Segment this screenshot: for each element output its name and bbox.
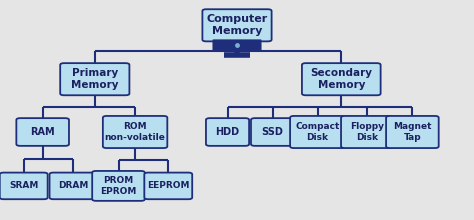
FancyBboxPatch shape bbox=[144, 172, 192, 199]
FancyBboxPatch shape bbox=[49, 172, 98, 199]
FancyBboxPatch shape bbox=[251, 118, 294, 146]
Text: HDD: HDD bbox=[216, 127, 239, 137]
Text: DRAM: DRAM bbox=[58, 182, 89, 190]
FancyBboxPatch shape bbox=[206, 118, 249, 146]
Text: Computer
Memory: Computer Memory bbox=[206, 15, 268, 36]
FancyBboxPatch shape bbox=[386, 116, 439, 148]
Text: Floppy
Disk: Floppy Disk bbox=[350, 122, 384, 142]
Text: RAM: RAM bbox=[30, 127, 55, 137]
FancyBboxPatch shape bbox=[16, 118, 69, 146]
Text: Secondary
Memory: Secondary Memory bbox=[310, 68, 372, 90]
FancyBboxPatch shape bbox=[202, 9, 272, 41]
Text: ROM
non-volatile: ROM non-volatile bbox=[105, 122, 165, 142]
FancyBboxPatch shape bbox=[341, 116, 393, 148]
Text: Compact
Disk: Compact Disk bbox=[295, 122, 340, 142]
FancyBboxPatch shape bbox=[212, 39, 262, 51]
Text: Magnet
Tap: Magnet Tap bbox=[393, 122, 432, 142]
FancyBboxPatch shape bbox=[290, 116, 345, 148]
Text: PROM
EPROM: PROM EPROM bbox=[100, 176, 137, 196]
Text: SRAM: SRAM bbox=[9, 182, 38, 190]
FancyBboxPatch shape bbox=[92, 171, 145, 201]
Text: Primary
Memory: Primary Memory bbox=[71, 68, 118, 90]
FancyBboxPatch shape bbox=[103, 116, 167, 148]
FancyBboxPatch shape bbox=[60, 63, 129, 95]
FancyBboxPatch shape bbox=[302, 63, 381, 95]
Text: EEPROM: EEPROM bbox=[147, 182, 190, 190]
FancyBboxPatch shape bbox=[0, 172, 47, 199]
Text: SSD: SSD bbox=[262, 127, 283, 137]
